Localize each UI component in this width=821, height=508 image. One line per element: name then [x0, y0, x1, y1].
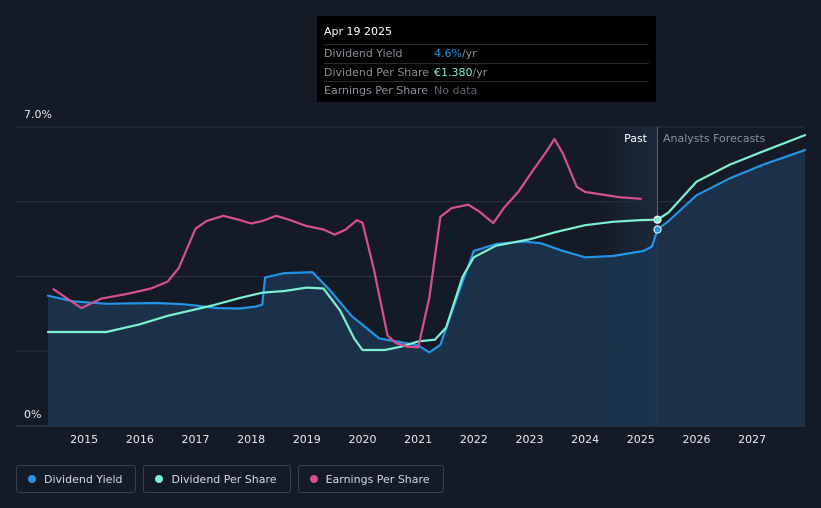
x-tick-label: 2019 [293, 433, 321, 446]
tooltip-label: Earnings Per Share [324, 84, 429, 97]
legend-item-earnings-per-share[interactable]: Earnings Per Share [297, 465, 444, 493]
dividend-per-share-line [46, 134, 807, 352]
hover-markers [653, 215, 662, 234]
dividend-yield-area [48, 150, 805, 426]
tooltip-value: €1.380 [434, 65, 473, 79]
y-tick-top: 7.0% [24, 108, 52, 121]
chart-legend: Dividend Yield Dividend Per Share Earnin… [16, 465, 444, 493]
earnings-per-share-line [52, 137, 642, 349]
x-tick-label: 2016 [126, 433, 154, 446]
forecast-label: Analysts Forecasts [663, 132, 766, 145]
legend-dot-icon [309, 475, 318, 483]
legend-item-dividend-per-share[interactable]: Dividend Per Share [143, 465, 291, 493]
past-label: Past [624, 132, 648, 145]
dividend-yield-line [46, 149, 807, 354]
tooltip-row-dividend-per-share: Dividend Per Share €1.380 /yr [324, 62, 649, 82]
y-tick-bottom: 0% [24, 408, 41, 421]
tooltip-row-dividend-yield: Dividend Yield 4.6% /yr [324, 44, 649, 63]
x-axis-ticks: 2015 2016 2017 2018 2019 2020 2021 2022 2023 2024… [70, 433, 766, 446]
tooltip-label: Dividend Yield [324, 47, 403, 60]
tooltip-row-earnings-per-share: Earnings Per Share No data [324, 81, 649, 100]
x-tick-label: 2018 [237, 433, 265, 446]
area-fills [48, 150, 805, 426]
x-tick-label: 2027 [738, 433, 766, 446]
x-tick-label: 2021 [404, 433, 432, 446]
x-tick-label: 2024 [571, 433, 599, 446]
tooltip-label: Dividend Per Share [324, 65, 430, 79]
tooltip-unit: /yr [461, 47, 477, 60]
tooltip-value: No data [434, 84, 478, 97]
legend-dot-icon [28, 475, 36, 483]
dividend-per-share-marker [653, 215, 662, 224]
tooltip-unit: /yr [472, 65, 488, 79]
legend-label: Dividend Yield [44, 472, 123, 486]
x-tick-label: 2025 [627, 433, 655, 446]
x-tick-label: 2020 [348, 433, 376, 446]
x-tick-label: 2015 [70, 433, 98, 446]
x-tick-label: 2022 [460, 433, 488, 446]
hover-tooltip: Apr 19 2025 Dividend Yield 4.6% /yr Divi… [317, 16, 656, 102]
tooltip-date: Apr 19 2025 [324, 25, 393, 38]
series-lines [46, 134, 807, 354]
dividend-yield-marker [653, 225, 662, 234]
x-tick-label: 2026 [682, 433, 710, 446]
legend-dot-icon [155, 475, 164, 483]
x-tick-label: 2017 [182, 433, 210, 446]
legend-label: Dividend Per Share [171, 472, 277, 486]
x-tick-label: 2023 [515, 433, 543, 446]
legend-label: Earnings Per Share [325, 472, 430, 486]
legend-item-dividend-yield[interactable]: Dividend Yield [16, 465, 137, 493]
tooltip-value: 4.6% [434, 47, 462, 60]
